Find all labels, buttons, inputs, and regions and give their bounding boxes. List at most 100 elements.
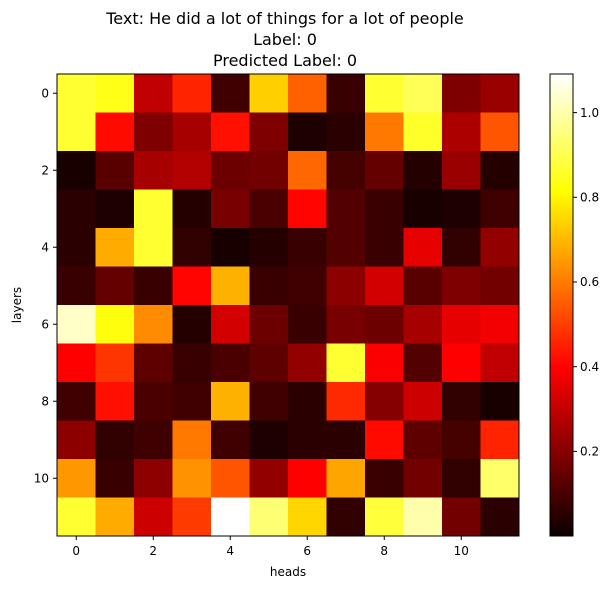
colorbar-tick-label: 0.6: [580, 275, 599, 289]
y-tick-label: 4: [41, 241, 49, 255]
heatmap-cell: [403, 151, 443, 190]
x-tick-label: 8: [380, 544, 388, 558]
heatmap-cell: [172, 420, 212, 460]
y-axis: 0 2 4 6 8 10 layers: [10, 87, 57, 486]
heatmap-cell: [326, 74, 366, 113]
heatmap-cell: [249, 74, 289, 113]
heatmap-cell: [365, 189, 404, 229]
heatmap-cell: [326, 266, 366, 306]
heatmap-cell: [403, 112, 443, 152]
heatmap-cell: [365, 74, 404, 113]
heatmap-cell: [288, 189, 327, 229]
heatmap-cell: [480, 228, 520, 267]
heatmap-cell: [288, 112, 327, 152]
heatmap-cell: [95, 266, 135, 306]
heatmap-cell: [57, 382, 96, 421]
heatmap-cell: [442, 305, 481, 344]
heatmap-cell: [442, 74, 481, 113]
heatmap-cell: [211, 343, 250, 383]
heatmap-cell: [95, 420, 135, 460]
heatmap-cell: [95, 151, 135, 190]
heatmap-cell: [480, 459, 520, 498]
heatmap-cell: [249, 112, 289, 152]
heatmap-cell: [249, 266, 289, 306]
heatmap-cell: [95, 459, 135, 498]
heatmap-cell: [442, 382, 481, 421]
heatmap-cell: [365, 459, 404, 498]
heatmap-cell: [57, 459, 96, 498]
heatmap-cell: [403, 228, 443, 267]
colorbar-gradient: [549, 73, 574, 537]
heatmap-cell: [365, 420, 404, 460]
heatmap-cell: [480, 189, 520, 229]
heatmap-cell: [134, 151, 173, 190]
heatmap-cell: [326, 305, 366, 344]
heatmap-cell: [134, 343, 173, 383]
heatmap-cell: [172, 305, 212, 344]
heatmap-cell: [365, 266, 404, 306]
heatmap-cell: [480, 305, 520, 344]
heatmap-cell: [249, 305, 289, 344]
heatmap-cell: [403, 266, 443, 306]
heatmap-cell: [326, 112, 366, 152]
x-tick-label: 6: [303, 544, 311, 558]
heatmap-cell: [95, 74, 135, 113]
heatmap-cell: [442, 420, 481, 460]
heatmap-cell: [249, 420, 289, 460]
heatmap-cell: [403, 189, 443, 229]
heatmap-cell: [95, 189, 135, 229]
heatmap-cell: [480, 497, 520, 537]
colorbar-tick-label: 0.4: [580, 360, 599, 374]
heatmap-cell: [211, 189, 250, 229]
y-tick-label: 2: [41, 164, 49, 178]
heatmap-cell: [249, 151, 289, 190]
heatmap-cell: [211, 305, 250, 344]
heatmap-cell: [326, 228, 366, 267]
heatmap-cell: [57, 112, 96, 152]
heatmap-cell: [403, 420, 443, 460]
heatmap-cell: [172, 228, 212, 267]
heatmap-cell: [134, 459, 173, 498]
heatmap-cell: [249, 459, 289, 498]
heatmap-cell: [326, 343, 366, 383]
heatmap-cell: [95, 305, 135, 344]
heatmap-cell: [326, 382, 366, 421]
heatmap-cell: [365, 305, 404, 344]
heatmap-cell: [57, 228, 96, 267]
heatmap-cell: [442, 151, 481, 190]
heatmap-cell: [249, 343, 289, 383]
heatmap-cell: [134, 112, 173, 152]
heatmap-cell: [57, 266, 96, 306]
y-tick-label: 10: [34, 472, 49, 486]
heatmap-cell: [288, 151, 327, 190]
heatmap-cell: [95, 382, 135, 421]
heatmap-cell: [211, 420, 250, 460]
heatmap-cell: [57, 497, 96, 537]
heatmap-cell: [288, 382, 327, 421]
heatmap-cell: [403, 305, 443, 344]
chart-title-line-2: Label: 0: [253, 30, 317, 49]
heatmap-cell: [442, 189, 481, 229]
heatmap-cell: [211, 266, 250, 306]
heatmap-cell: [288, 459, 327, 498]
heatmap-cell: [249, 228, 289, 267]
heatmap-cell: [365, 228, 404, 267]
heatmap-cell: [57, 189, 96, 229]
heatmap-cell: [172, 266, 212, 306]
heatmap-cell: [172, 497, 212, 537]
heatmap-cell: [134, 228, 173, 267]
heatmap-cell: [288, 228, 327, 267]
y-axis-label: layers: [10, 287, 24, 323]
heatmap-cell: [365, 497, 404, 537]
x-axis: 0 2 4 6 8 10 heads: [72, 536, 469, 579]
heatmap-cell: [57, 420, 96, 460]
heatmap-cell: [442, 459, 481, 498]
heatmap-cell: [403, 382, 443, 421]
x-tick-label: 2: [149, 544, 157, 558]
x-tick-label: 4: [226, 544, 234, 558]
heatmap-cell: [480, 343, 520, 383]
heatmap-cell: [172, 459, 212, 498]
heatmap-cell: [365, 151, 404, 190]
heatmap-cell: [288, 305, 327, 344]
